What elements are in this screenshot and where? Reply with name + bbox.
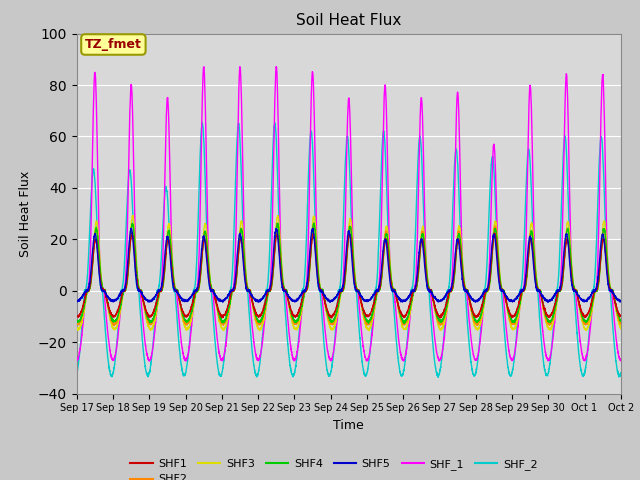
- SHF_2: [617, 370, 625, 376]
- SHF3: [171, 282, 179, 288]
- Legend: SHF1, SHF2, SHF3, SHF4, SHF5, SHF_1, SHF_2: SHF1, SHF2, SHF3, SHF4, SHF5, SHF_1, SHF…: [126, 455, 542, 480]
- SHF3: [471, 323, 479, 329]
- Title: Soil Heat Flux: Soil Heat Flux: [296, 13, 401, 28]
- SHF_1: [441, 332, 449, 338]
- SHF_1: [616, 357, 624, 362]
- SHF4: [441, 312, 449, 318]
- SHF2: [502, 298, 509, 303]
- SHF5: [617, 299, 625, 305]
- SHF1: [617, 313, 625, 319]
- SHF4: [73, 317, 81, 323]
- SHF5: [502, 292, 509, 298]
- SHF1: [491, 230, 499, 236]
- Line: SHF3: SHF3: [77, 216, 621, 331]
- SHF1: [171, 286, 179, 292]
- SHF5: [328, 298, 336, 304]
- Line: SHF2: SHF2: [77, 223, 621, 325]
- SHF2: [73, 321, 81, 326]
- SHF_2: [471, 372, 479, 378]
- SHF_1: [236, 64, 244, 70]
- SHF4: [616, 317, 624, 323]
- SHF_2: [502, 344, 509, 349]
- SHF_2: [435, 374, 442, 380]
- SHF2: [310, 220, 317, 226]
- Line: SHF_1: SHF_1: [77, 67, 621, 361]
- SHF_1: [329, 354, 337, 360]
- SHF_2: [198, 120, 206, 126]
- SHF4: [400, 320, 408, 326]
- SHF_2: [616, 372, 624, 378]
- SHF_1: [182, 358, 189, 364]
- SHF4: [328, 318, 336, 324]
- Line: SHF4: SHF4: [77, 223, 621, 323]
- SHF5: [441, 295, 449, 300]
- SHF3: [73, 324, 81, 330]
- SHF2: [616, 321, 624, 326]
- SHF3: [617, 325, 625, 331]
- Line: SHF_2: SHF_2: [77, 123, 621, 377]
- SHF4: [617, 318, 625, 324]
- SHF_1: [617, 357, 625, 363]
- Line: SHF5: SHF5: [77, 228, 621, 302]
- Line: SHF1: SHF1: [77, 233, 621, 318]
- SHF4: [502, 295, 509, 300]
- SHF2: [329, 322, 337, 327]
- SHF3: [129, 213, 136, 218]
- SHF5: [309, 226, 317, 231]
- SHF_1: [471, 357, 479, 362]
- SHF3: [502, 296, 509, 301]
- SHF1: [616, 312, 624, 318]
- SHF5: [171, 288, 179, 293]
- SHF1: [471, 312, 479, 318]
- Text: TZ_fmet: TZ_fmet: [85, 38, 142, 51]
- SHF_2: [328, 360, 336, 366]
- SHF3: [616, 324, 624, 330]
- SHF1: [502, 298, 509, 303]
- SHF5: [544, 300, 552, 305]
- X-axis label: Time: Time: [333, 419, 364, 432]
- SHF2: [110, 323, 118, 328]
- SHF4: [171, 283, 179, 288]
- SHF2: [617, 321, 625, 326]
- SHF_1: [73, 357, 81, 363]
- SHF2: [171, 285, 179, 291]
- SHF4: [310, 220, 317, 226]
- SHF3: [328, 326, 336, 332]
- SHF3: [365, 328, 372, 334]
- SHF5: [616, 297, 624, 303]
- SHF_1: [171, 288, 179, 293]
- SHF_2: [171, 288, 179, 294]
- SHF1: [328, 313, 336, 319]
- SHF5: [73, 298, 81, 304]
- SHF1: [328, 315, 335, 321]
- SHF_2: [73, 370, 81, 376]
- SHF_1: [502, 319, 509, 324]
- SHF5: [471, 299, 479, 304]
- Y-axis label: Soil Heat Flux: Soil Heat Flux: [19, 170, 33, 257]
- SHF4: [471, 316, 479, 322]
- SHF1: [73, 313, 81, 319]
- SHF2: [471, 319, 479, 325]
- SHF1: [441, 307, 449, 313]
- SHF_2: [441, 323, 449, 329]
- SHF2: [441, 313, 449, 319]
- SHF3: [441, 319, 449, 325]
